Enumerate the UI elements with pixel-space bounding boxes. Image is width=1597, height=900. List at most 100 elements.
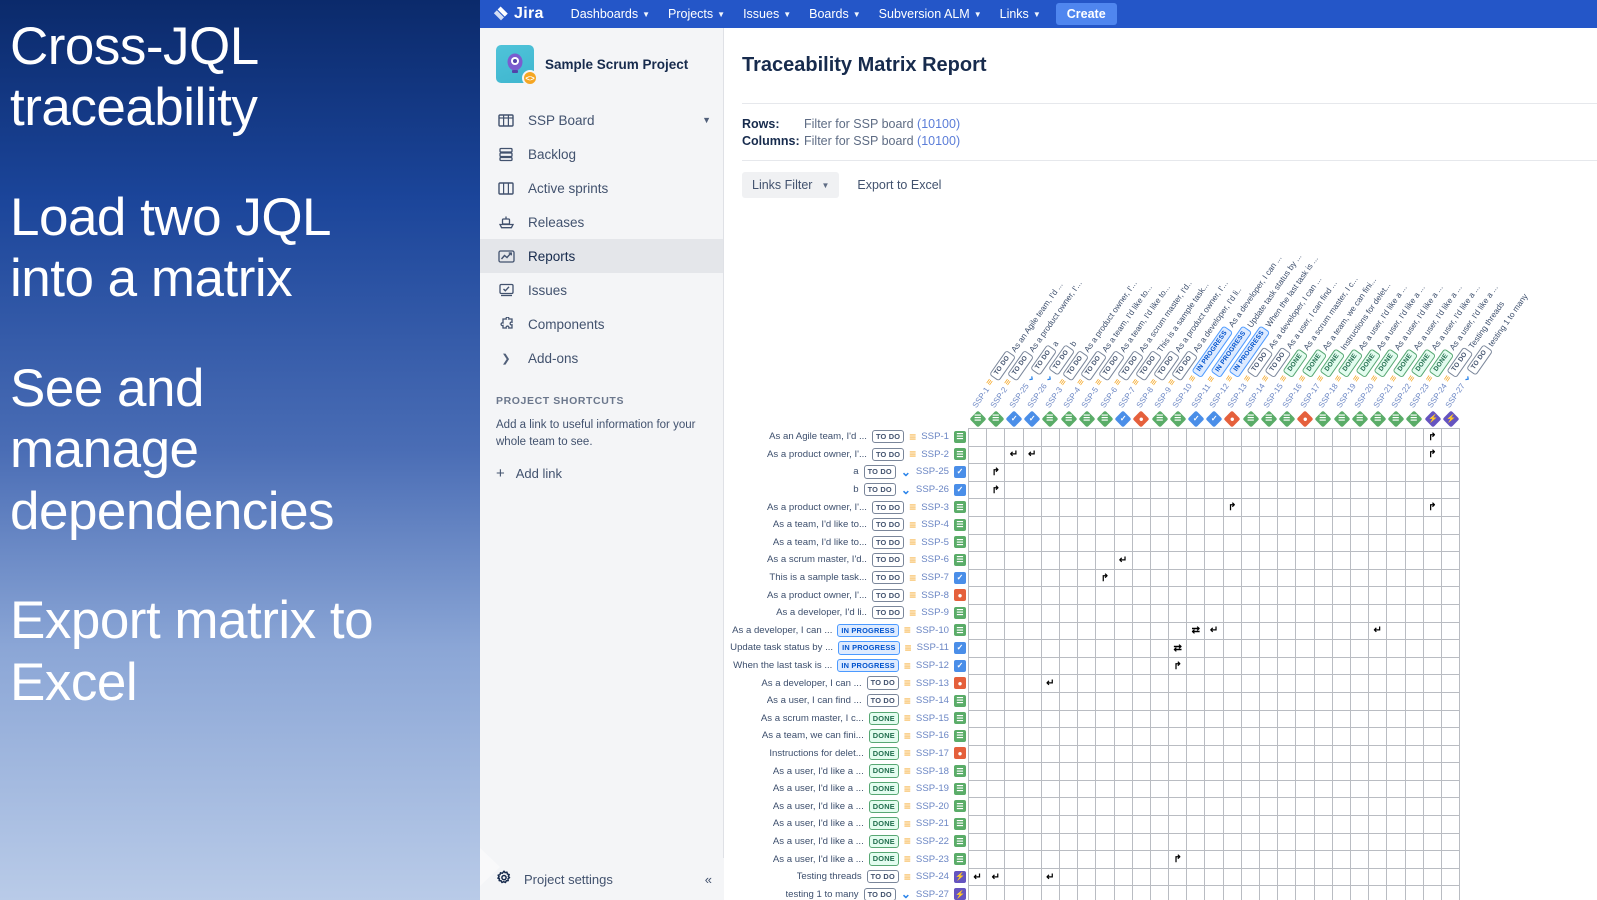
matrix-cell[interactable] [1386,779,1406,799]
matrix-cell[interactable] [1240,744,1261,764]
matrix-cell[interactable] [1131,815,1151,834]
matrix-cell[interactable] [1386,480,1406,500]
row-issue-key[interactable]: SSP-18 [915,765,949,777]
matrix-cell[interactable] [1095,621,1115,641]
matrix-row-label[interactable]: b TO DO ⌄ SSP-26 ✓ [724,481,968,499]
matrix-cell[interactable] [967,586,988,605]
matrix-cell[interactable] [1222,744,1242,764]
matrix-cell[interactable] [986,832,1006,852]
matrix-cell[interactable] [1004,744,1024,764]
matrix-cell[interactable] [1149,867,1170,887]
matrix-cell[interactable]: ↱ [1168,656,1188,676]
matrix-cell[interactable] [1131,551,1151,570]
matrix-cell[interactable] [1222,603,1242,623]
matrix-cell[interactable] [1404,815,1424,834]
matrix-cell[interactable] [1040,586,1060,605]
matrix-cell[interactable] [1440,621,1461,641]
matrix-cell[interactable] [1386,586,1406,605]
matrix-cell[interactable] [1113,498,1133,517]
matrix-cell[interactable] [1386,674,1406,693]
matrix-cell[interactable]: ↱ [1222,498,1242,517]
row-issue-key[interactable]: SSP-15 [915,712,949,724]
matrix-cell[interactable] [1186,762,1206,781]
matrix-cell[interactable] [967,797,988,817]
matrix-cell[interactable] [1277,603,1297,623]
matrix-cell[interactable] [1004,797,1024,817]
matrix-cell[interactable] [1386,867,1406,887]
matrix-cell[interactable] [1186,674,1206,693]
matrix-cell[interactable] [1404,586,1424,605]
matrix-cell[interactable] [1222,709,1242,729]
matrix-cell[interactable] [1168,463,1188,482]
matrix-cell[interactable] [1077,498,1097,517]
matrix-cell[interactable] [1331,586,1351,605]
matrix-cell[interactable] [1240,674,1261,693]
matrix-cell[interactable] [1277,428,1297,447]
matrix-cell[interactable] [1440,674,1461,693]
sidebar-item-backlog[interactable]: Backlog [480,137,723,171]
row-issue-key[interactable]: SSP-17 [915,747,949,759]
matrix-cell[interactable] [1277,463,1297,482]
matrix-cell[interactable] [1240,885,1261,900]
matrix-cell[interactable] [1004,463,1024,482]
matrix-cell[interactable] [1077,480,1097,500]
matrix-cell[interactable] [1168,480,1188,500]
matrix-cell[interactable] [986,445,1006,465]
row-issue-key[interactable]: SSP-26 [915,484,949,496]
matrix-row-label[interactable]: As a scrum master, I c... DONE ≡ SSP-15 ☰ [724,710,968,728]
matrix-cell[interactable] [1295,480,1315,500]
matrix-cell[interactable] [1404,674,1424,693]
matrix-cell[interactable] [1240,428,1261,447]
matrix-cell[interactable] [1258,480,1279,500]
matrix-cell[interactable] [1168,691,1188,711]
matrix-cell[interactable] [1404,727,1424,746]
matrix-cell[interactable] [1222,586,1242,605]
links-filter-dropdown[interactable]: Links Filter ▼ [742,172,840,198]
matrix-cell[interactable] [1349,727,1370,746]
matrix-cell[interactable] [1404,445,1424,465]
matrix-cell[interactable] [1313,498,1333,517]
matrix-cell[interactable] [986,885,1006,900]
matrix-cell[interactable] [986,850,1006,869]
matrix-cell[interactable] [1349,603,1370,623]
matrix-cell[interactable] [1295,815,1315,834]
matrix-cell[interactable] [1131,885,1151,900]
matrix-cell[interactable] [1440,885,1461,900]
matrix-cell[interactable] [1404,832,1424,852]
matrix-cell[interactable] [1058,586,1079,605]
matrix-cell[interactable] [1240,463,1261,482]
matrix-cell[interactable] [1077,586,1097,605]
matrix-cell[interactable] [1113,480,1133,500]
matrix-cell[interactable] [1331,621,1351,641]
matrix-cell[interactable] [1258,779,1279,799]
matrix-row-label[interactable]: As a product owner, I'... TO DO ≡ SSP-8 ● [724,586,968,604]
row-issue-key[interactable]: SSP-10 [915,624,949,636]
row-issue-key[interactable]: SSP-11 [916,642,949,654]
matrix-cell[interactable] [1022,797,1042,817]
matrix-cell[interactable] [1222,815,1242,834]
matrix-cell[interactable] [1077,709,1097,729]
matrix-cell[interactable] [1004,533,1024,553]
matrix-cell[interactable] [1222,480,1242,500]
matrix-cell[interactable] [986,621,1006,641]
matrix-cell[interactable] [1095,551,1115,570]
matrix-cell[interactable] [1258,727,1279,746]
matrix-cell[interactable] [1295,586,1315,605]
matrix-cell[interactable] [1331,515,1351,535]
next-slide-arrow-icon[interactable] [478,846,504,888]
matrix-cell[interactable] [1095,744,1115,764]
matrix-cell[interactable]: ↱ [1095,568,1115,588]
matrix-cell[interactable] [1113,656,1133,676]
matrix-cell[interactable] [967,568,988,588]
matrix-cell[interactable] [1240,762,1261,781]
matrix-cell[interactable] [1149,744,1170,764]
row-issue-key[interactable]: SSP-24 [915,871,949,883]
matrix-cell[interactable] [1022,727,1042,746]
matrix-cell[interactable] [1277,498,1297,517]
matrix-cell[interactable] [1077,515,1097,535]
matrix-cell[interactable] [1222,867,1242,887]
matrix-cell[interactable] [1349,463,1370,482]
matrix-cell[interactable] [1131,639,1151,658]
matrix-cell[interactable] [1277,727,1297,746]
matrix-cell[interactable] [1313,445,1333,465]
